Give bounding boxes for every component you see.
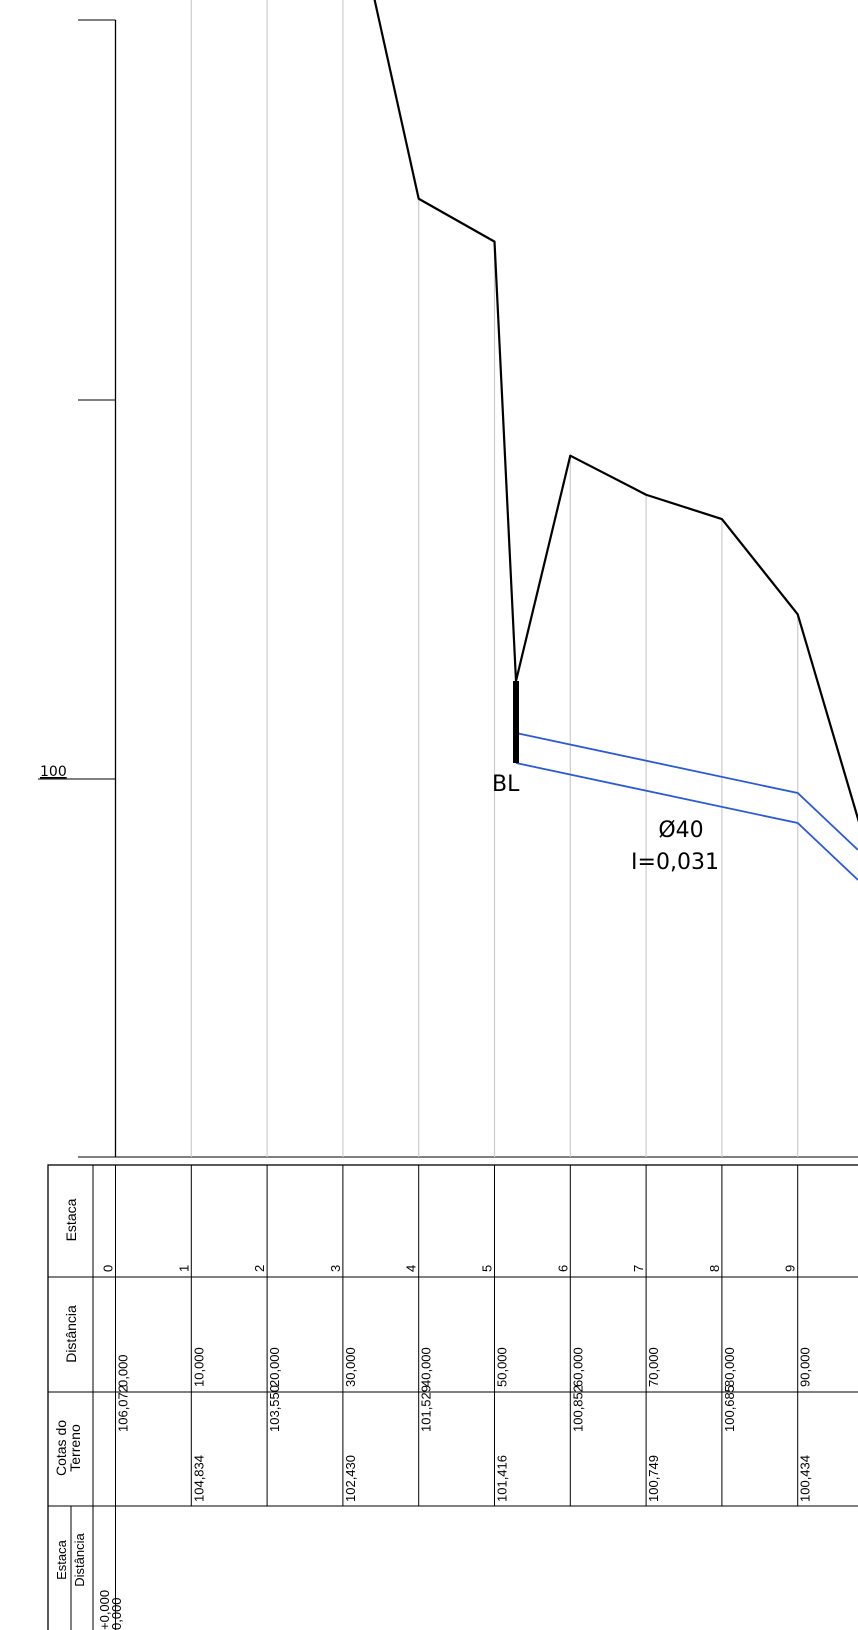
header-sub-estaca: Estaca: [54, 1539, 69, 1580]
station-cota-label: 104,834: [191, 1455, 206, 1502]
station-distancia-label: 60,000: [570, 1347, 585, 1387]
station-cota-label: 100,852: [570, 1385, 585, 1432]
header-cotas-line1: Cotas do: [53, 1420, 69, 1476]
station-estaca-label: 4: [404, 1265, 419, 1272]
pipe-crown-line: [515, 732, 858, 851]
station-distancia-label: 10,000: [191, 1347, 206, 1387]
header-estaca: Estaca: [63, 1198, 79, 1241]
station-distancia-label: 80,000: [722, 1347, 737, 1387]
station-estaca-label: 8: [707, 1265, 722, 1272]
pipe-diameter-label: Ø40: [658, 818, 703, 843]
station-cota-label: 100,685: [722, 1385, 737, 1432]
station-distancia-label: 30,000: [343, 1347, 358, 1387]
table-station-cells: 00,000106,072110,000104,834220,000103,55…: [101, 1165, 813, 1630]
header-cotas-line2: Terreno: [67, 1424, 83, 1472]
station-distancia-label: 40,000: [419, 1347, 434, 1387]
elevation-label-100: 100: [40, 764, 67, 780]
station-lines: [190, 0, 799, 1157]
station-estaca-label: 9: [783, 1265, 798, 1272]
origin-distancia: 0,000: [109, 1597, 124, 1630]
station-cota-label: 100,749: [646, 1455, 661, 1502]
station-cota-label: 103,550: [267, 1385, 282, 1432]
station-cota-label: 101,416: [495, 1455, 510, 1502]
station-estaca-label: 3: [328, 1265, 343, 1272]
origin-estaca: +0,000: [97, 1590, 112, 1630]
station-distancia-label: 50,000: [495, 1347, 510, 1387]
pipe-slope-label: I=0,031: [631, 850, 719, 875]
header-distancia: Distância: [63, 1305, 79, 1363]
station-cota-label: 102,430: [343, 1455, 358, 1502]
profile-data-table: Estaca Distância Cotas do Terreno Estaca…: [47, 1164, 858, 1630]
station-distancia-label: 70,000: [646, 1347, 661, 1387]
table-border: [47, 1164, 858, 1630]
station-estaca-label: 7: [631, 1265, 646, 1272]
station-estaca-label: 0: [101, 1265, 116, 1272]
header-sub-distancia: Distância: [72, 1532, 87, 1586]
station-cota-label: 106,072: [116, 1385, 131, 1432]
station-estaca-label: 2: [252, 1265, 267, 1272]
inlet-label: BL: [492, 772, 520, 797]
pipe-invert-line: [515, 762, 858, 881]
station-estaca-label: 5: [480, 1265, 495, 1272]
station-cota-label: 101,529: [419, 1385, 434, 1432]
station-estaca-label: 6: [555, 1265, 570, 1272]
station-distancia-label: 0,000: [116, 1354, 131, 1387]
station-estaca-label: 1: [176, 1265, 191, 1272]
station-cota-label: 100,434: [798, 1455, 813, 1502]
terrain-profile-line: [373, 0, 858, 823]
station-distancia-label: 90,000: [798, 1347, 813, 1387]
station-distancia-label: 20,000: [267, 1347, 282, 1387]
